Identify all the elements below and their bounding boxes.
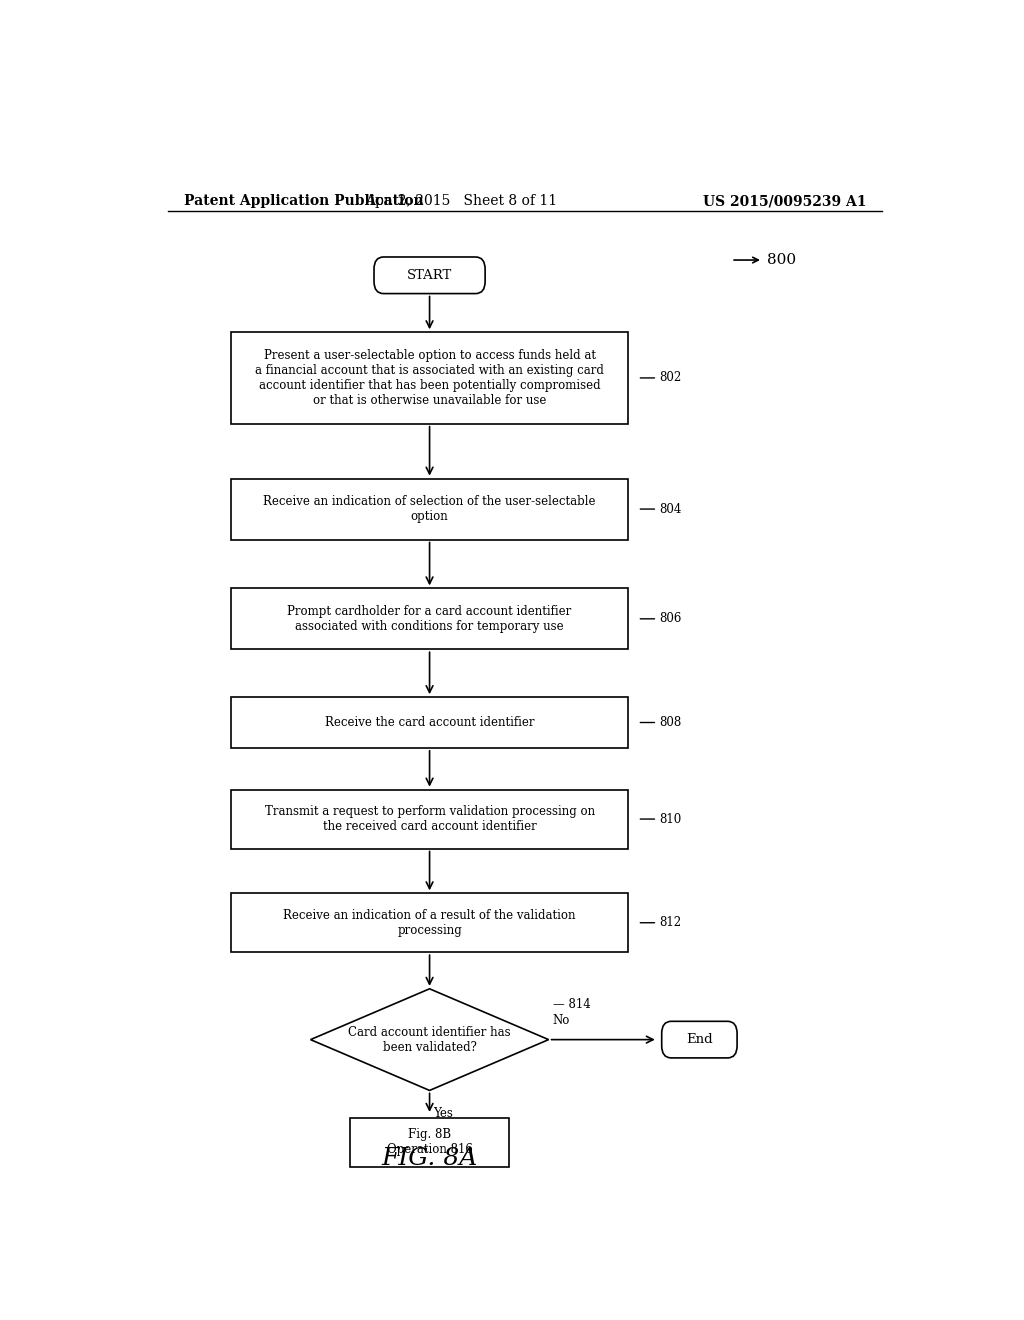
Text: — 814: — 814 (553, 998, 590, 1011)
Text: Patent Application Publication: Patent Application Publication (183, 194, 423, 209)
Bar (350, 1118, 509, 1167)
Text: Receive an indication of selection of the user-selectable
option: Receive an indication of selection of th… (263, 495, 596, 523)
Text: 806: 806 (659, 612, 682, 626)
Bar (231, 589, 628, 649)
Text: 800: 800 (767, 253, 796, 267)
FancyBboxPatch shape (662, 1022, 737, 1057)
Bar (231, 479, 628, 540)
Text: 810: 810 (659, 813, 682, 825)
Text: Prompt cardholder for a card account identifier
associated with conditions for t: Prompt cardholder for a card account ide… (288, 605, 571, 632)
Text: START: START (407, 269, 453, 281)
Text: 812: 812 (659, 916, 682, 929)
Text: US 2015/0095239 A1: US 2015/0095239 A1 (702, 194, 866, 209)
Text: No: No (553, 1015, 570, 1027)
Text: End: End (686, 1034, 713, 1047)
Text: 802: 802 (659, 371, 682, 384)
Text: Yes: Yes (433, 1106, 454, 1119)
Text: Receive an indication of a result of the validation
processing: Receive an indication of a result of the… (284, 908, 575, 937)
Text: Fig. 8B
Operation 816: Fig. 8B Operation 816 (387, 1129, 472, 1156)
FancyBboxPatch shape (374, 257, 485, 293)
Bar (231, 789, 628, 849)
Text: Card account identifier has
been validated?: Card account identifier has been validat… (348, 1026, 511, 1053)
Text: 808: 808 (659, 715, 682, 729)
Bar (231, 333, 628, 424)
Text: 804: 804 (659, 503, 682, 516)
Text: Present a user-selectable option to access funds held at
a financial account tha: Present a user-selectable option to acce… (255, 348, 604, 407)
Bar (231, 894, 628, 952)
Polygon shape (310, 989, 549, 1090)
Text: Receive the card account identifier: Receive the card account identifier (325, 715, 535, 729)
Text: FIG. 8A: FIG. 8A (382, 1147, 477, 1170)
Bar (231, 697, 628, 748)
Text: Transmit a request to perform validation processing on
the received card account: Transmit a request to perform validation… (264, 805, 595, 833)
Text: Apr. 2, 2015   Sheet 8 of 11: Apr. 2, 2015 Sheet 8 of 11 (366, 194, 557, 209)
